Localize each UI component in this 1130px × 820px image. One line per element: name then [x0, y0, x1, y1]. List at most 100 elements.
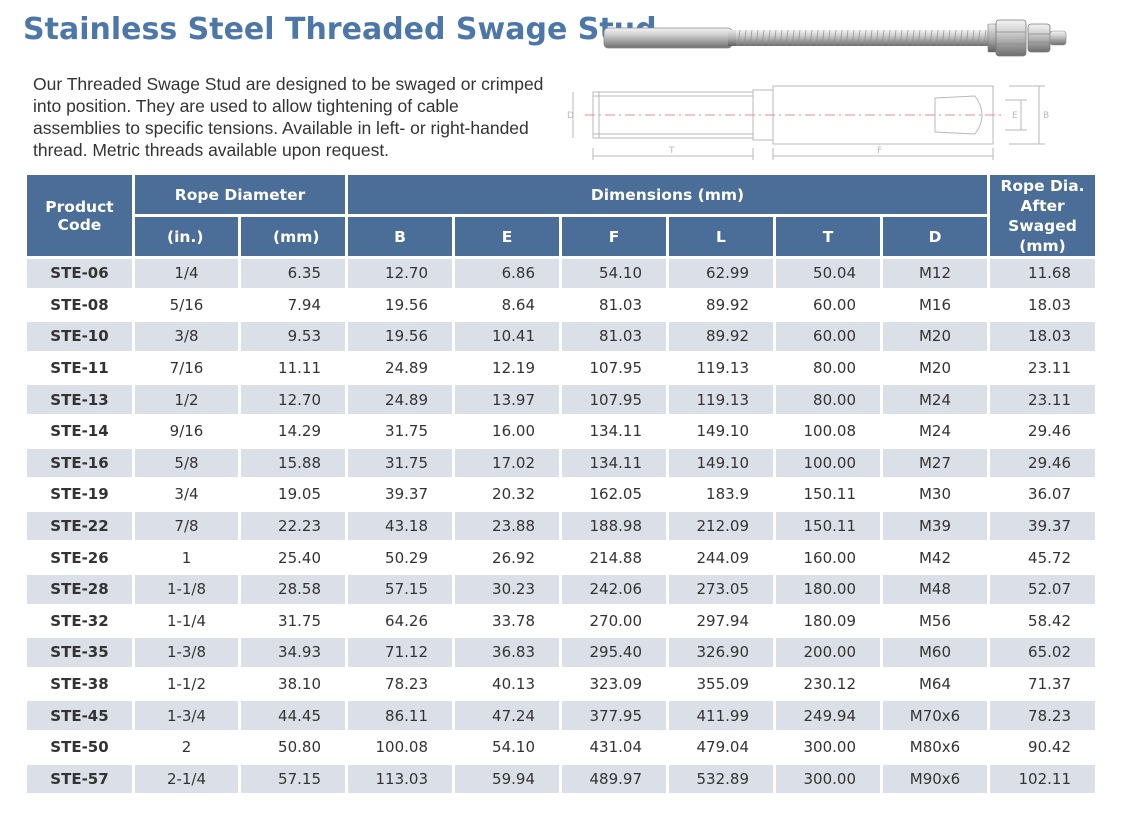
rope-mm-cell: 44.45 — [241, 701, 345, 730]
dim-b-cell: 64.26 — [348, 606, 452, 636]
rope-after-cell: 18.03 — [990, 322, 1095, 351]
dim-t-cell: 60.00 — [776, 322, 880, 351]
header-rope-dia-after-swaged: Rope Dia. After Swaged (mm) — [990, 175, 1095, 256]
dim-l-cell: 479.04 — [669, 732, 773, 762]
description-line: into position. They are used to allow ti… — [33, 96, 459, 116]
rope-after-cell: 11.68 — [990, 259, 1095, 288]
table-row: STE-08 5/16 7.94 19.56 8.64 81.03 89.92 60.00 M1… — [27, 290, 1095, 320]
rope-after-cell: 45.72 — [990, 543, 1095, 572]
dim-d-cell: M20 — [883, 322, 987, 351]
description-line: thread. Metric threads available upon re… — [33, 140, 390, 160]
rope-inch-cell: 9/16 — [135, 416, 238, 446]
dim-t-cell: 160.00 — [776, 543, 880, 572]
dim-l-cell: 273.05 — [669, 574, 773, 604]
drawing-label-f: F — [877, 146, 882, 156]
table-row: STE-10 3/8 9.53 19.56 10.41 81.03 89.92 60.00 M2… — [27, 322, 1095, 351]
header-b: B — [348, 217, 452, 256]
rope-after-cell: 23.11 — [990, 353, 1095, 383]
swage-stud-drawing: D T F E B — [567, 85, 1049, 160]
dim-e-cell: 23.88 — [455, 511, 559, 541]
rope-inch-cell: 1-3/4 — [135, 701, 238, 730]
rope-mm-cell: 22.23 — [241, 511, 345, 541]
rope-after-cell: 90.42 — [990, 732, 1095, 762]
dim-t-cell: 100.00 — [776, 448, 880, 478]
rope-after-cell: 71.37 — [990, 669, 1095, 699]
dim-d-cell: M90x6 — [883, 764, 987, 794]
rope-mm-cell: 12.70 — [241, 385, 345, 414]
dim-f-cell: 431.04 — [562, 732, 666, 762]
dim-f-cell: 134.11 — [562, 448, 666, 478]
table-row: STE-19 3/4 19.05 39.37 20.32 162.05 183.9 150.1… — [27, 480, 1095, 509]
dim-b-cell: 86.11 — [348, 701, 452, 730]
table-body: STE-06 1/4 6.35 12.70 6.86 54.10 62.99 50.04 M12… — [27, 259, 1095, 794]
dim-t-cell: 150.11 — [776, 511, 880, 541]
rope-inch-cell: 1-3/8 — [135, 638, 238, 667]
dim-t-cell: 300.00 — [776, 732, 880, 762]
header-product-code: Product Code — [27, 175, 132, 256]
rope-mm-cell: 14.29 — [241, 416, 345, 446]
drawing-label-d: D — [567, 111, 574, 121]
dim-e-cell: 13.97 — [455, 385, 559, 414]
dim-e-cell: 40.13 — [455, 669, 559, 699]
dim-f-cell: 270.00 — [562, 606, 666, 636]
rope-inch-cell: 2-1/4 — [135, 764, 238, 794]
dim-e-cell: 17.02 — [455, 448, 559, 478]
drawing-label-b: B — [1043, 111, 1049, 121]
dim-b-cell: 78.23 — [348, 669, 452, 699]
product-code-cell: STE-19 — [27, 480, 132, 509]
header-mm: (mm) — [241, 217, 345, 256]
header-inch: (in.) — [135, 217, 238, 256]
rope-mm-cell: 6.35 — [241, 259, 345, 288]
dim-f-cell: 54.10 — [562, 259, 666, 288]
table-row: STE-38 1-1/2 38.10 78.23 40.13 323.09 355.09 23… — [27, 669, 1095, 699]
product-code-cell: STE-45 — [27, 701, 132, 730]
dim-d-cell: M27 — [883, 448, 987, 478]
dim-l-cell: 149.10 — [669, 416, 773, 446]
dim-l-cell: 244.09 — [669, 543, 773, 572]
dim-f-cell: 295.40 — [562, 638, 666, 667]
dim-l-cell: 183.9 — [669, 480, 773, 509]
table-row: STE-32 1-1/4 31.75 64.26 33.78 270.00 297.94 18… — [27, 606, 1095, 636]
dim-e-cell: 8.64 — [455, 290, 559, 320]
dim-f-cell: 242.06 — [562, 574, 666, 604]
dim-b-cell: 50.29 — [348, 543, 452, 572]
dim-l-cell: 89.92 — [669, 290, 773, 320]
dim-e-cell: 6.86 — [455, 259, 559, 288]
dim-b-cell: 31.75 — [348, 416, 452, 446]
rope-inch-cell: 1-1/4 — [135, 606, 238, 636]
rope-mm-cell: 34.93 — [241, 638, 345, 667]
dim-t-cell: 249.94 — [776, 701, 880, 730]
dim-f-cell: 162.05 — [562, 480, 666, 509]
drawing-label-e: E — [1012, 111, 1018, 121]
dim-b-cell: 39.37 — [348, 480, 452, 509]
rope-inch-cell: 5/16 — [135, 290, 238, 320]
table-row: STE-50 2 50.80 100.08 54.10 431.04 479.04 300.0… — [27, 732, 1095, 762]
dim-b-cell: 19.56 — [348, 322, 452, 351]
dim-l-cell: 297.94 — [669, 606, 773, 636]
dim-t-cell: 60.00 — [776, 290, 880, 320]
table-row: STE-35 1-3/8 34.93 71.12 36.83 295.40 326.90 20… — [27, 638, 1095, 667]
product-code-cell: STE-32 — [27, 606, 132, 636]
rope-inch-cell: 7/8 — [135, 511, 238, 541]
dim-d-cell: M16 — [883, 290, 987, 320]
header-t: T — [776, 217, 880, 256]
dim-t-cell: 50.04 — [776, 259, 880, 288]
rope-mm-cell: 11.11 — [241, 353, 345, 383]
product-code-cell: STE-10 — [27, 322, 132, 351]
rope-inch-cell: 1/2 — [135, 385, 238, 414]
dim-t-cell: 230.12 — [776, 669, 880, 699]
dim-b-cell: 24.89 — [348, 353, 452, 383]
product-code-cell: STE-16 — [27, 448, 132, 478]
dim-d-cell: M20 — [883, 353, 987, 383]
table-row: STE-22 7/8 22.23 43.18 23.88 188.98 212.09 150.… — [27, 511, 1095, 541]
dim-e-cell: 36.83 — [455, 638, 559, 667]
product-code-cell: STE-14 — [27, 416, 132, 446]
dim-d-cell: M12 — [883, 259, 987, 288]
product-code-cell: STE-22 — [27, 511, 132, 541]
rope-after-cell: 36.07 — [990, 480, 1095, 509]
table-row: STE-14 9/16 14.29 31.75 16.00 134.11 149.10 100… — [27, 416, 1095, 446]
rope-inch-cell: 1-1/8 — [135, 574, 238, 604]
rope-mm-cell: 31.75 — [241, 606, 345, 636]
dim-d-cell: M39 — [883, 511, 987, 541]
dim-l-cell: 119.13 — [669, 353, 773, 383]
